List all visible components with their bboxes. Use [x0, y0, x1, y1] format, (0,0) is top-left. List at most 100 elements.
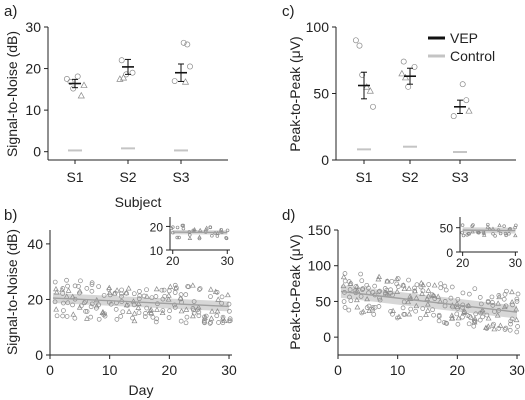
panel-b-point-68	[118, 314, 124, 319]
panel-a-point-4	[77, 91, 85, 99]
panel-d-point-170	[485, 298, 491, 304]
panel-c-point-7	[411, 63, 418, 70]
panel-c-point-11	[459, 81, 466, 88]
panel-a-label: a)	[4, 3, 17, 20]
panel-d-point-96	[418, 284, 424, 290]
panel-b-point-32	[84, 309, 90, 314]
panel-a-point-6	[118, 57, 125, 64]
panel-d-point-194	[501, 296, 507, 302]
panel-b-point-115	[166, 315, 172, 320]
panel-b-point-81	[131, 291, 137, 297]
panel-b-point-53	[101, 312, 107, 318]
panel-d-point-25	[359, 278, 365, 284]
panel-bi-point-8	[180, 223, 185, 228]
panel-bi-point-3	[175, 235, 179, 240]
panel-d-point-53	[384, 291, 391, 297]
panel-b-point-96	[149, 295, 155, 301]
panel-c-point-1	[356, 42, 363, 49]
panel-d-point-4	[341, 299, 347, 304]
panel-b-point-9	[60, 286, 66, 291]
panel-b-point-90	[144, 305, 150, 311]
panel-b-point-15	[65, 283, 70, 289]
panel-d-point-161	[477, 295, 483, 300]
panel-a-point-7	[129, 69, 136, 76]
panel-di-point-14	[481, 232, 487, 237]
panel-d-point-169	[485, 315, 492, 321]
panel-b-point-105	[154, 306, 160, 312]
panel-b-point-35	[84, 315, 90, 321]
panel-di-point-31	[513, 225, 517, 230]
panel-di-x-tick-label-0: 20	[456, 256, 470, 270]
panel-b-point-159	[208, 320, 214, 325]
panel-a-point-2	[70, 85, 77, 92]
panel-d-point-37	[371, 312, 377, 317]
panel-a-x-tick-label-1: S2	[119, 169, 136, 185]
panel-d-point-157	[473, 311, 479, 317]
panel-c-x-tick-label-2: S3	[451, 169, 468, 185]
panel-di-point-20	[493, 234, 497, 238]
panel-b-point-63	[113, 307, 119, 312]
panel-di-y-tick-label-1: 50	[440, 222, 454, 236]
panel-d-point-88	[412, 288, 418, 294]
panel-d-point-103	[423, 311, 429, 317]
panel-d-point-139	[455, 296, 461, 302]
panel-b-point-71	[120, 309, 126, 315]
panel-c-point-6	[400, 58, 407, 65]
panel-b-point-51	[100, 308, 106, 315]
panel-d-point-146	[461, 309, 467, 315]
panel-d-point-159	[471, 323, 477, 329]
panel-d-point-90	[413, 308, 419, 314]
panel-d-point-78	[408, 306, 414, 312]
panel-b-point-8	[60, 313, 66, 319]
panel-d-point-58	[388, 287, 393, 293]
panel-b-point-31	[84, 286, 90, 291]
panel-a-point-11	[180, 39, 187, 46]
panel-b-trend-line	[52, 297, 230, 308]
panel-bi-point-5	[175, 225, 180, 230]
panel-d-point-110	[430, 292, 437, 298]
panel-c-point-12	[463, 97, 470, 104]
panel-b-point-59	[108, 301, 114, 307]
panel-b-point-12	[65, 287, 72, 293]
panel-d-point-97	[419, 290, 425, 296]
panel-d-point-197	[508, 321, 513, 327]
panel-d-point-192	[504, 288, 509, 294]
panel-c-point-10	[405, 83, 412, 90]
panel-b-point-69	[119, 294, 124, 299]
panel-b-point-13	[64, 277, 69, 283]
panel-d-point-162	[478, 301, 484, 307]
panel-b-point-148	[196, 313, 202, 319]
panel-d-y-tick-label-3: 150	[308, 222, 332, 238]
panel-d-x-tick-label-1: 10	[390, 362, 406, 378]
panel-d-point-74	[400, 305, 406, 311]
panel-c-x-tick-label-0: S1	[355, 169, 372, 185]
panel-b-point-1	[54, 313, 60, 319]
panel-b-point-43	[93, 303, 100, 309]
panel-d-point-175	[491, 326, 498, 332]
panel-d-point-6	[340, 282, 347, 289]
panel-d-point-70	[401, 285, 408, 292]
panel-b-point-14	[65, 300, 71, 306]
panel-b-point-56	[106, 284, 113, 290]
panel-d-point-195	[501, 303, 508, 310]
panel-c-y-tick-label-1: 50	[313, 86, 329, 102]
panel-d-point-182	[495, 300, 502, 306]
panel-d-point-140	[460, 290, 466, 296]
panel-di-point-11	[476, 229, 482, 234]
panel-b-y-axis-label: Signal-to-Noise (dB)	[4, 229, 20, 355]
panel-d-point-36	[370, 305, 376, 310]
panel-b-point-22	[72, 283, 78, 289]
panel-d-point-100	[426, 282, 432, 287]
panel-b-point-106	[153, 285, 160, 292]
panel-b-point-10	[60, 291, 65, 296]
panel-d-point-191	[502, 327, 508, 332]
panel-b-point-5	[53, 306, 60, 312]
panel-d-point-154	[472, 286, 478, 292]
panel-di-point-2	[461, 233, 466, 238]
panel-di-point-24	[503, 231, 508, 236]
panel-d-point-13	[347, 287, 353, 292]
panel-b-point-52	[102, 313, 108, 319]
panel-c-point-13	[465, 107, 473, 114]
panel-d-point-20	[353, 296, 360, 303]
